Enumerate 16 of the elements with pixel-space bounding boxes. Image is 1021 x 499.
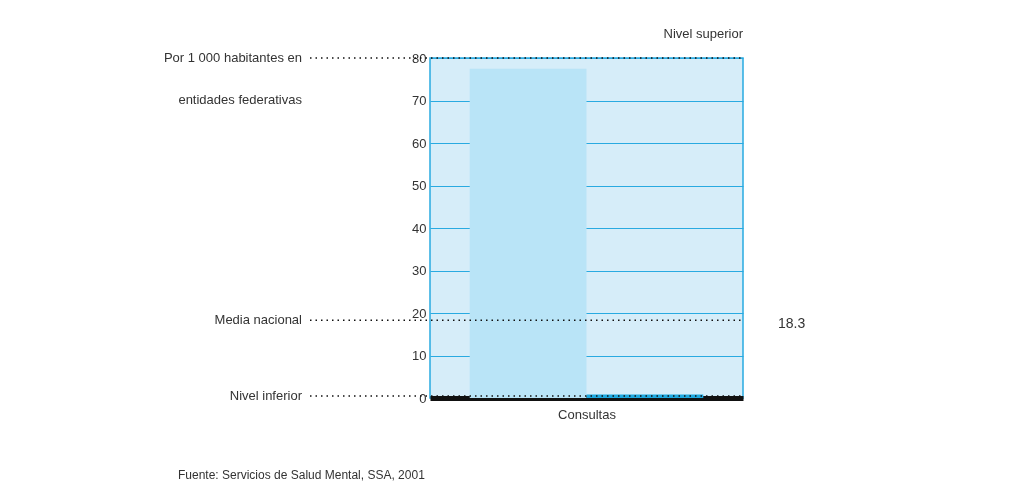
y-tick-label: 60 [412,135,427,151]
y-tick-label: 0 [419,390,427,406]
y-tick-label: 80 [412,50,427,66]
x-axis-title: Consultas [558,406,617,422]
y-tick-label: 70 [412,93,427,108]
text: Por 1 000 habitantes en entidades federativas [163,50,302,107]
y-tick-label: 40 [412,220,427,236]
text: 18.3 [778,315,806,331]
y-tick-label: 50 [412,178,427,193]
y-tick-label: 30 [412,263,427,278]
y-tick-label: 10 [412,348,427,363]
ref-line-label: Nivel inferior [229,387,303,403]
y-tick-label: 20 [412,305,427,321]
ref-line-label: Nivel superior [663,26,744,41]
ref-line-label: Media nacional [214,312,303,328]
source-note: Fuente: Servicios de Salud Mental, SSA, 2001 [178,468,426,482]
